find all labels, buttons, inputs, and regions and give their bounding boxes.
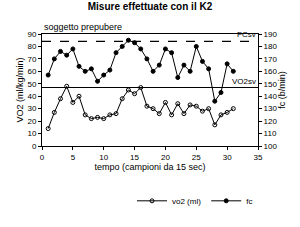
svg-text:160: 160 xyxy=(264,67,278,76)
svg-text:5: 5 xyxy=(71,153,76,162)
svg-text:150: 150 xyxy=(264,80,278,89)
svg-text:20: 20 xyxy=(161,153,170,162)
svg-text:30: 30 xyxy=(27,104,36,113)
svg-text:25: 25 xyxy=(192,153,201,162)
svg-text:soggetto prepubere: soggetto prepubere xyxy=(44,22,122,32)
svg-text:VO2sv: VO2sv xyxy=(232,77,256,86)
svg-text:vo2 (ml): vo2 (ml) xyxy=(172,197,201,206)
svg-text:10: 10 xyxy=(99,153,108,162)
svg-text:190: 190 xyxy=(264,30,278,39)
svg-text:FCsv: FCsv xyxy=(237,30,256,39)
svg-text:90: 90 xyxy=(27,30,36,39)
svg-text:60: 60 xyxy=(27,67,36,76)
svg-text:10: 10 xyxy=(27,129,36,138)
svg-text:120: 120 xyxy=(264,117,278,126)
svg-text:70: 70 xyxy=(27,55,36,64)
svg-text:140: 140 xyxy=(264,92,278,101)
svg-text:40: 40 xyxy=(27,92,36,101)
svg-text:0: 0 xyxy=(32,142,37,151)
svg-text:0: 0 xyxy=(40,153,45,162)
svg-text:110: 110 xyxy=(264,129,277,138)
svg-text:20: 20 xyxy=(27,117,36,126)
svg-text:fc: fc xyxy=(246,197,252,206)
svg-text:Misure effettuate con il K2: Misure effettuate con il K2 xyxy=(88,1,213,12)
svg-text:30: 30 xyxy=(223,153,232,162)
svg-text:tempo (campioni da 15 sec): tempo (campioni da 15 sec) xyxy=(94,162,205,172)
svg-text:35: 35 xyxy=(254,153,263,162)
svg-text:VO2 (ml/kg/min): VO2 (ml/kg/min) xyxy=(15,57,25,122)
svg-text:100: 100 xyxy=(264,142,278,151)
svg-text:50: 50 xyxy=(27,80,36,89)
svg-text:80: 80 xyxy=(27,42,36,51)
svg-text:180: 180 xyxy=(264,42,278,51)
svg-text:fc (b/min): fc (b/min) xyxy=(277,71,287,109)
svg-text:15: 15 xyxy=(130,153,139,162)
svg-text:170: 170 xyxy=(264,55,278,64)
svg-text:130: 130 xyxy=(264,104,278,113)
